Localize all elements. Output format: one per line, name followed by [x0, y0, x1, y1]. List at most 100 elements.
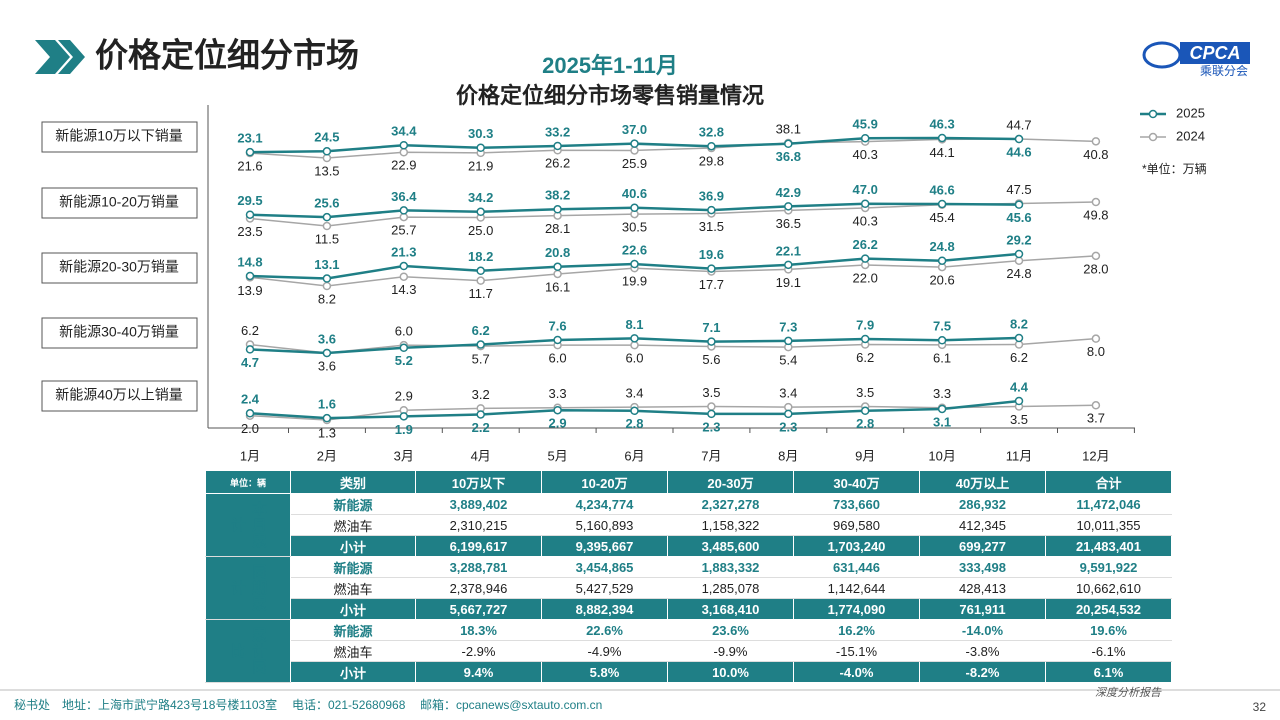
row-label: 新能源10万以下销量	[55, 128, 183, 144]
table-cell: 10.0%	[667, 661, 794, 683]
value-label: 36.9	[699, 189, 724, 204]
footer-phone: 电话：021-52680968	[292, 698, 406, 712]
value-label: 3.6	[318, 358, 336, 373]
table-cell: 9,591,922	[1045, 556, 1172, 578]
table-cell: 5,667,727	[415, 598, 542, 620]
value-label: 18.2	[468, 249, 493, 264]
table-cell: 小计	[290, 535, 416, 557]
table-cell: -4.9%	[541, 640, 668, 662]
point	[630, 203, 639, 213]
table-cell: 286,932	[919, 493, 1046, 515]
value-label: 40.6	[622, 186, 647, 201]
point	[1091, 251, 1101, 261]
value-label: 5.6	[702, 352, 720, 367]
point	[784, 139, 793, 149]
point	[399, 212, 409, 222]
value-label: 4.4	[1010, 379, 1029, 394]
value-label: 13.5	[314, 163, 339, 178]
value-label: 22.1	[776, 243, 801, 258]
value-label: 37.0	[622, 122, 647, 137]
table-cell: 3,454,865	[541, 556, 668, 578]
point	[784, 336, 793, 346]
table-cell: 9.4%	[415, 661, 542, 683]
value-label: 8.2	[1010, 316, 1028, 331]
legend-label: 2024	[1176, 128, 1205, 143]
value-label: 26.2	[545, 156, 570, 171]
value-label: 45.9	[853, 117, 878, 132]
table-cell: 761,911	[919, 598, 1046, 620]
value-label: 8.2	[318, 291, 336, 306]
table-cell: 小计	[290, 661, 416, 683]
row-label-box	[41, 252, 198, 284]
point	[322, 147, 332, 156]
column-header: 10-20万	[541, 470, 668, 494]
value-label: 44.6	[1006, 144, 1031, 159]
legend-marker	[1148, 132, 1158, 142]
value-label: 36.4	[391, 189, 417, 204]
table-row: 小计 6,199,617 9,395,667 3,485,600 1,703,240 69…	[206, 535, 1172, 557]
table-row: 小计 9.4% 5.8% 10.0% -4.0% -8.2% 6.1%	[206, 661, 1172, 683]
point	[476, 410, 485, 419]
value-label: 21.3	[391, 244, 416, 259]
title-icon	[35, 40, 85, 74]
value-label: 7.6	[549, 318, 567, 333]
table-cell: 2,327,278	[667, 493, 794, 515]
value-label: 4.7	[241, 355, 259, 370]
table-cell: 333,498	[919, 556, 1046, 578]
table-cell: 22.6%	[541, 619, 668, 641]
row-label: 新能源40万以上销量	[55, 387, 183, 403]
value-label: 6.1	[933, 350, 951, 365]
header-row: 单位：辆 类别 10万以下 10-20万 20-30万 30-40万 40万以上 合计	[205, 470, 1172, 494]
slide-title: 价格定位细分市场	[95, 37, 359, 74]
point	[399, 412, 409, 421]
value-label: 6.0	[625, 351, 643, 366]
point	[553, 262, 562, 272]
table-row: 同期累计 新能源 3,288,781 3,454,865 1,883,332 631,44…	[205, 556, 1172, 620]
row-label-box	[41, 187, 198, 219]
point	[860, 254, 870, 263]
point	[245, 271, 255, 281]
table-row: 燃油车 2,378,946 5,427,529 1,285,078 1,142,644 4…	[206, 577, 1172, 599]
point	[553, 141, 562, 151]
point	[245, 210, 255, 219]
row-label-box	[41, 121, 198, 153]
value-label: 22.0	[853, 270, 878, 285]
value-label: 28.1	[545, 221, 570, 236]
value-label: 3.5	[1010, 412, 1028, 427]
point	[707, 337, 716, 346]
value-label: 38.1	[776, 121, 801, 136]
point	[630, 139, 639, 148]
value-label: 17.7	[699, 277, 724, 292]
point	[860, 133, 870, 143]
chart-subtitle: 价格定位细分市场零售销量情况	[456, 83, 764, 108]
table-cell: -6.1%	[1045, 640, 1172, 662]
x-tick-label: 11月	[1006, 448, 1033, 463]
point	[322, 274, 332, 283]
row-label-box	[41, 317, 198, 349]
point	[860, 406, 870, 416]
value-label: 8.0	[1087, 344, 1105, 359]
point	[707, 141, 716, 151]
table-cell: 23.6%	[667, 619, 794, 641]
point	[245, 409, 255, 418]
point	[630, 146, 639, 155]
value-label: 45.6	[1006, 210, 1031, 225]
point	[553, 205, 562, 214]
x-tick-label: 8月	[778, 448, 798, 463]
value-label: 40.3	[853, 213, 878, 228]
value-label: 29.2	[1006, 232, 1031, 247]
legend-marker	[1148, 109, 1158, 119]
value-label: 3.5	[702, 385, 720, 400]
value-label: 5.2	[395, 353, 413, 368]
value-label: 22.9	[391, 158, 416, 173]
column-header: 类别	[290, 470, 416, 494]
point	[322, 212, 332, 222]
table-cell: -8.2%	[919, 661, 1046, 683]
value-label: 44.1	[929, 145, 954, 160]
value-label: 3.4	[779, 386, 797, 401]
point	[399, 343, 409, 353]
value-label: 3.1	[933, 414, 951, 429]
x-tick-label: 1月	[240, 448, 260, 463]
value-label: 40.8	[1083, 147, 1108, 162]
table-cell: 3,288,781	[415, 556, 542, 578]
